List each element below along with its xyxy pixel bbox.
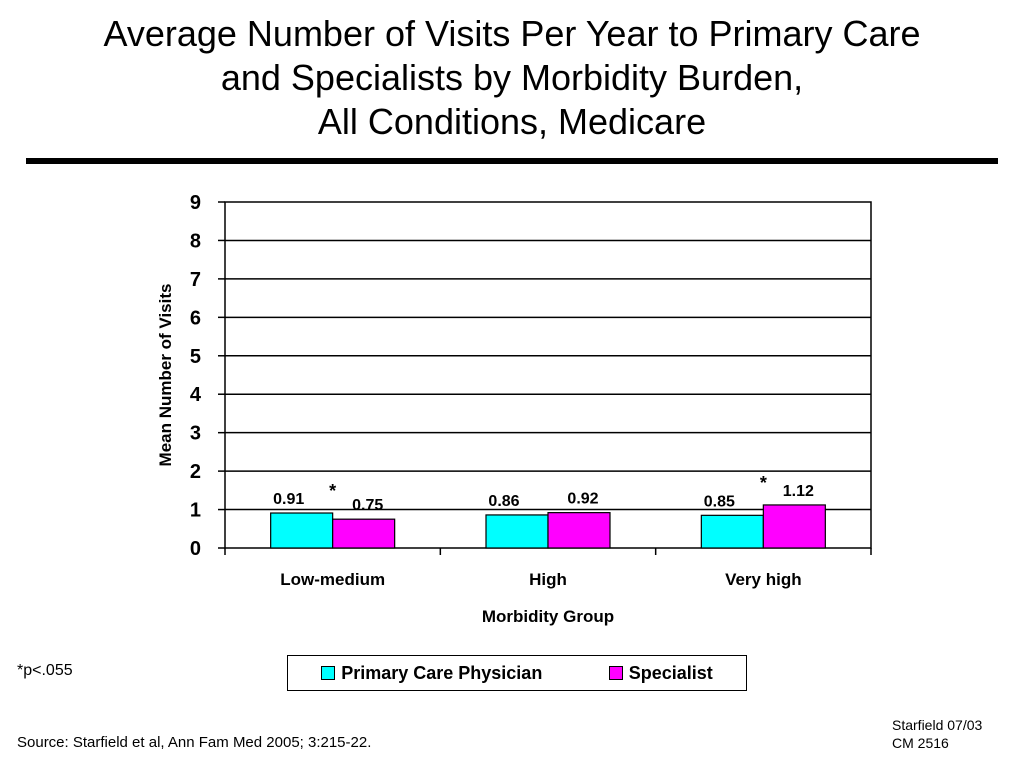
legend: Primary Care Physician Specialist xyxy=(287,655,747,691)
y-tick-label-8: 8 xyxy=(190,230,201,252)
significance-footnote: *p<.055 xyxy=(17,662,73,679)
bar-primary-care-1 xyxy=(485,514,549,549)
slide-stamp: Starfield 07/03 CM 2516 xyxy=(892,716,982,752)
y-tick-label-0: 0 xyxy=(190,538,201,560)
y-tick-label-9: 9 xyxy=(190,192,201,214)
legend-label-specialist: Specialist xyxy=(628,662,713,683)
data-label-primary-care-1: 0.86 xyxy=(488,493,519,510)
x-tick-label-high: High xyxy=(529,570,567,589)
bar-specialist-2 xyxy=(762,504,826,549)
title-divider xyxy=(26,158,998,164)
y-tick-label-3: 3 xyxy=(190,423,201,445)
legend-label-primary-care: Primary Care Physician xyxy=(341,662,543,683)
y-tick-label-4: 4 xyxy=(190,384,202,406)
stamp-line-2: CM 2516 xyxy=(892,735,949,751)
x-axis-title: Morbidity Group xyxy=(482,607,614,626)
title-line-2: and Specialists by Morbidity Burden, xyxy=(220,57,804,98)
y-tick-label-5: 5 xyxy=(190,346,201,368)
title-line-1: Average Number of Visits Per Year to Pri… xyxy=(103,13,921,54)
y-tick-label-7: 7 xyxy=(190,269,201,291)
legend-item-primary-care: Primary Care Physician xyxy=(321,663,542,684)
legend-item-specialist: Specialist xyxy=(608,662,713,684)
x-tick-label-low-medium: Low-medium xyxy=(280,570,385,589)
data-label-primary-care-0: 0.91 xyxy=(273,491,304,508)
x-tick-label-very-high: Very high xyxy=(725,570,802,589)
data-label-specialist-0: 0.75 xyxy=(352,497,383,514)
legend-swatch-specialist xyxy=(608,666,623,680)
bar-specialist-0 xyxy=(332,518,396,549)
legend-swatch-primary-care xyxy=(321,666,336,680)
source-citation: Source: Starfield et al, Ann Fam Med 200… xyxy=(17,734,372,751)
title-line-3: All Conditions, Medicare xyxy=(317,101,707,142)
bar-primary-care-0 xyxy=(270,512,334,549)
chart-title: Average Number of Visits Per Year to Pri… xyxy=(0,12,1024,144)
y-tick-label-2: 2 xyxy=(190,461,201,483)
bar-primary-care-2 xyxy=(700,514,764,549)
stamp-line-1: Starfield 07/03 xyxy=(892,717,983,733)
bar-specialist-1 xyxy=(547,512,611,549)
data-label-specialist-1: 0.92 xyxy=(567,491,598,508)
y-tick-label-1: 1 xyxy=(190,500,201,522)
y-axis-title: Mean Number of Visits xyxy=(156,284,175,467)
significance-marker-2: * xyxy=(760,473,767,493)
data-label-specialist-2: 1.12 xyxy=(783,483,814,500)
data-label-primary-care-2: 0.85 xyxy=(704,493,735,510)
plot-frame xyxy=(224,201,872,549)
significance-marker-0: * xyxy=(329,481,336,501)
y-tick-label-6: 6 xyxy=(190,307,201,329)
